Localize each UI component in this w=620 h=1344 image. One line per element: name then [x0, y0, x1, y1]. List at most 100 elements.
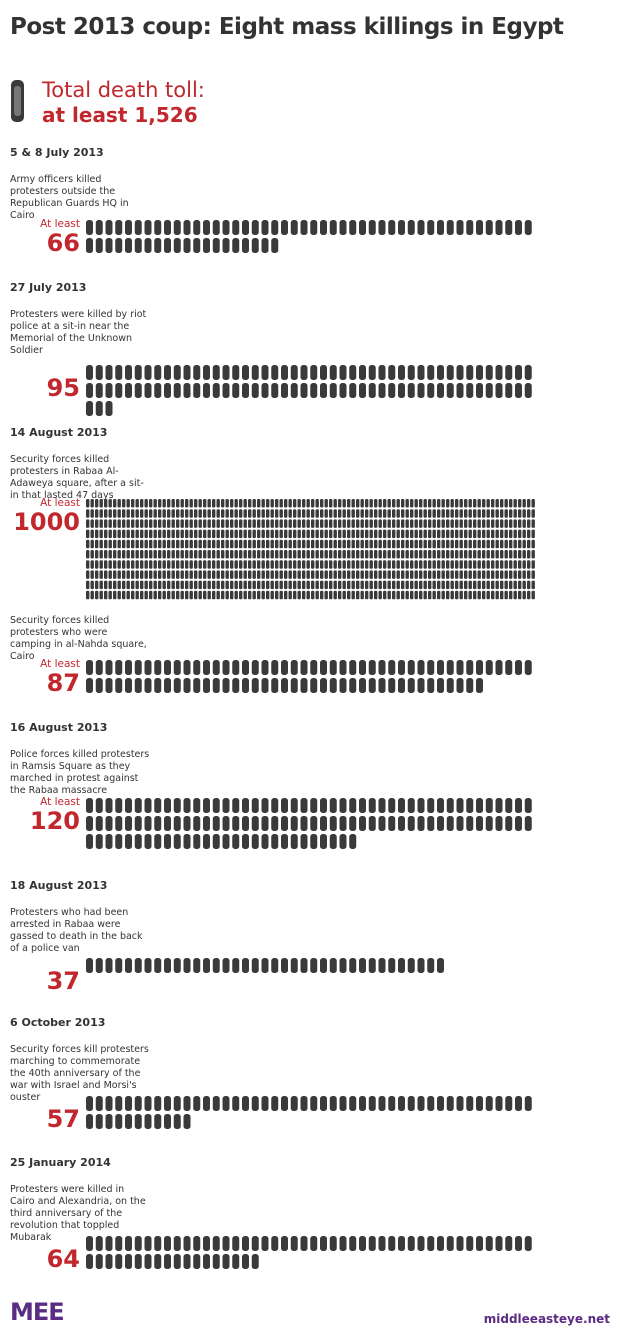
person-icon [271, 220, 279, 235]
person-icon [441, 539, 445, 549]
person-icon [270, 499, 274, 508]
person-icon [495, 383, 503, 398]
person-icon [419, 580, 423, 590]
person-icon [405, 590, 409, 600]
person-icon [356, 499, 360, 508]
person-icon [527, 550, 531, 559]
person-icon [104, 550, 108, 559]
person-icon [387, 539, 391, 549]
person-icon [293, 590, 297, 600]
person-icon [347, 529, 351, 539]
person-icon [176, 590, 180, 600]
person-icon [365, 580, 369, 590]
person-icon [239, 509, 243, 518]
person-icon [466, 365, 474, 380]
person-icon [164, 383, 171, 398]
person-icon [500, 580, 504, 590]
person-icon [108, 590, 112, 600]
person-icon [437, 1236, 444, 1251]
person-icon [504, 590, 508, 600]
event-description: Protesters were killed by riot police at… [10, 309, 147, 356]
person-icon [466, 220, 474, 235]
person-icon [398, 383, 405, 398]
person-icon [491, 590, 495, 600]
person-icon [113, 529, 117, 539]
person-icon [198, 580, 202, 590]
person-icon [154, 958, 162, 973]
person-icon [242, 1236, 249, 1251]
person-icon [293, 580, 297, 590]
person-icon [176, 529, 180, 539]
person-icon [398, 365, 405, 380]
person-icon [349, 798, 357, 813]
person-icon [113, 570, 117, 579]
person-icon [374, 519, 378, 528]
person-icon [180, 550, 184, 559]
person-icon [315, 570, 319, 579]
person-icon [356, 590, 360, 600]
person-icon [427, 1096, 435, 1111]
person-icon [338, 499, 342, 508]
person-icon [378, 365, 386, 380]
person-icon [221, 590, 225, 600]
person-icon [134, 660, 142, 675]
person-icon [531, 560, 535, 569]
person-icon [356, 519, 360, 528]
person-icon [135, 539, 139, 549]
person-icon [271, 678, 279, 693]
person-icon [515, 1236, 522, 1251]
person-icon [513, 499, 517, 508]
person-icon [144, 1114, 152, 1129]
person-icon [275, 590, 279, 600]
person-icon [310, 678, 318, 693]
person-icon [347, 590, 351, 600]
person-icon [486, 550, 490, 559]
person-icon [95, 499, 99, 508]
person-icon [288, 539, 292, 549]
person-icon [140, 560, 144, 569]
person-icon [369, 570, 373, 579]
person-icon [167, 529, 171, 539]
person-icon [359, 1236, 366, 1251]
person-icon [183, 1096, 191, 1111]
person-icon [271, 365, 279, 380]
person-icon [279, 590, 283, 600]
person-icon [162, 529, 166, 539]
person-icon [378, 560, 382, 569]
person-icon [531, 529, 535, 539]
person-icon [183, 383, 191, 398]
person-icon [153, 539, 157, 549]
person-icon [297, 519, 301, 528]
person-icon [284, 560, 288, 569]
person-icon [351, 580, 355, 590]
person-icon [212, 383, 220, 398]
person-icon [485, 1096, 493, 1111]
person-icon [459, 499, 463, 508]
person-icon [198, 499, 202, 508]
person-icon [203, 560, 207, 569]
event-date: 25 January 2014 [10, 1156, 111, 1169]
person-icon [234, 580, 238, 590]
person-icon [369, 560, 373, 569]
person-icon [392, 580, 396, 590]
person-icon [310, 365, 318, 380]
person-icon [248, 509, 252, 518]
person-icon [476, 383, 483, 398]
person-icon [407, 678, 415, 693]
person-icon [450, 550, 454, 559]
person-icon [275, 550, 279, 559]
person-icon [225, 539, 229, 549]
person-icon [324, 539, 328, 549]
person-icon [369, 539, 373, 549]
person-icon [338, 590, 342, 600]
person-icon [222, 383, 230, 398]
person-icon [441, 519, 445, 528]
person-icon [396, 529, 400, 539]
person-icon [455, 499, 459, 508]
person-icon [203, 539, 207, 549]
person-icon [248, 590, 252, 600]
person-icon [476, 660, 483, 675]
person-icon [398, 220, 405, 235]
person-icon [423, 550, 427, 559]
person-icon [518, 519, 522, 528]
